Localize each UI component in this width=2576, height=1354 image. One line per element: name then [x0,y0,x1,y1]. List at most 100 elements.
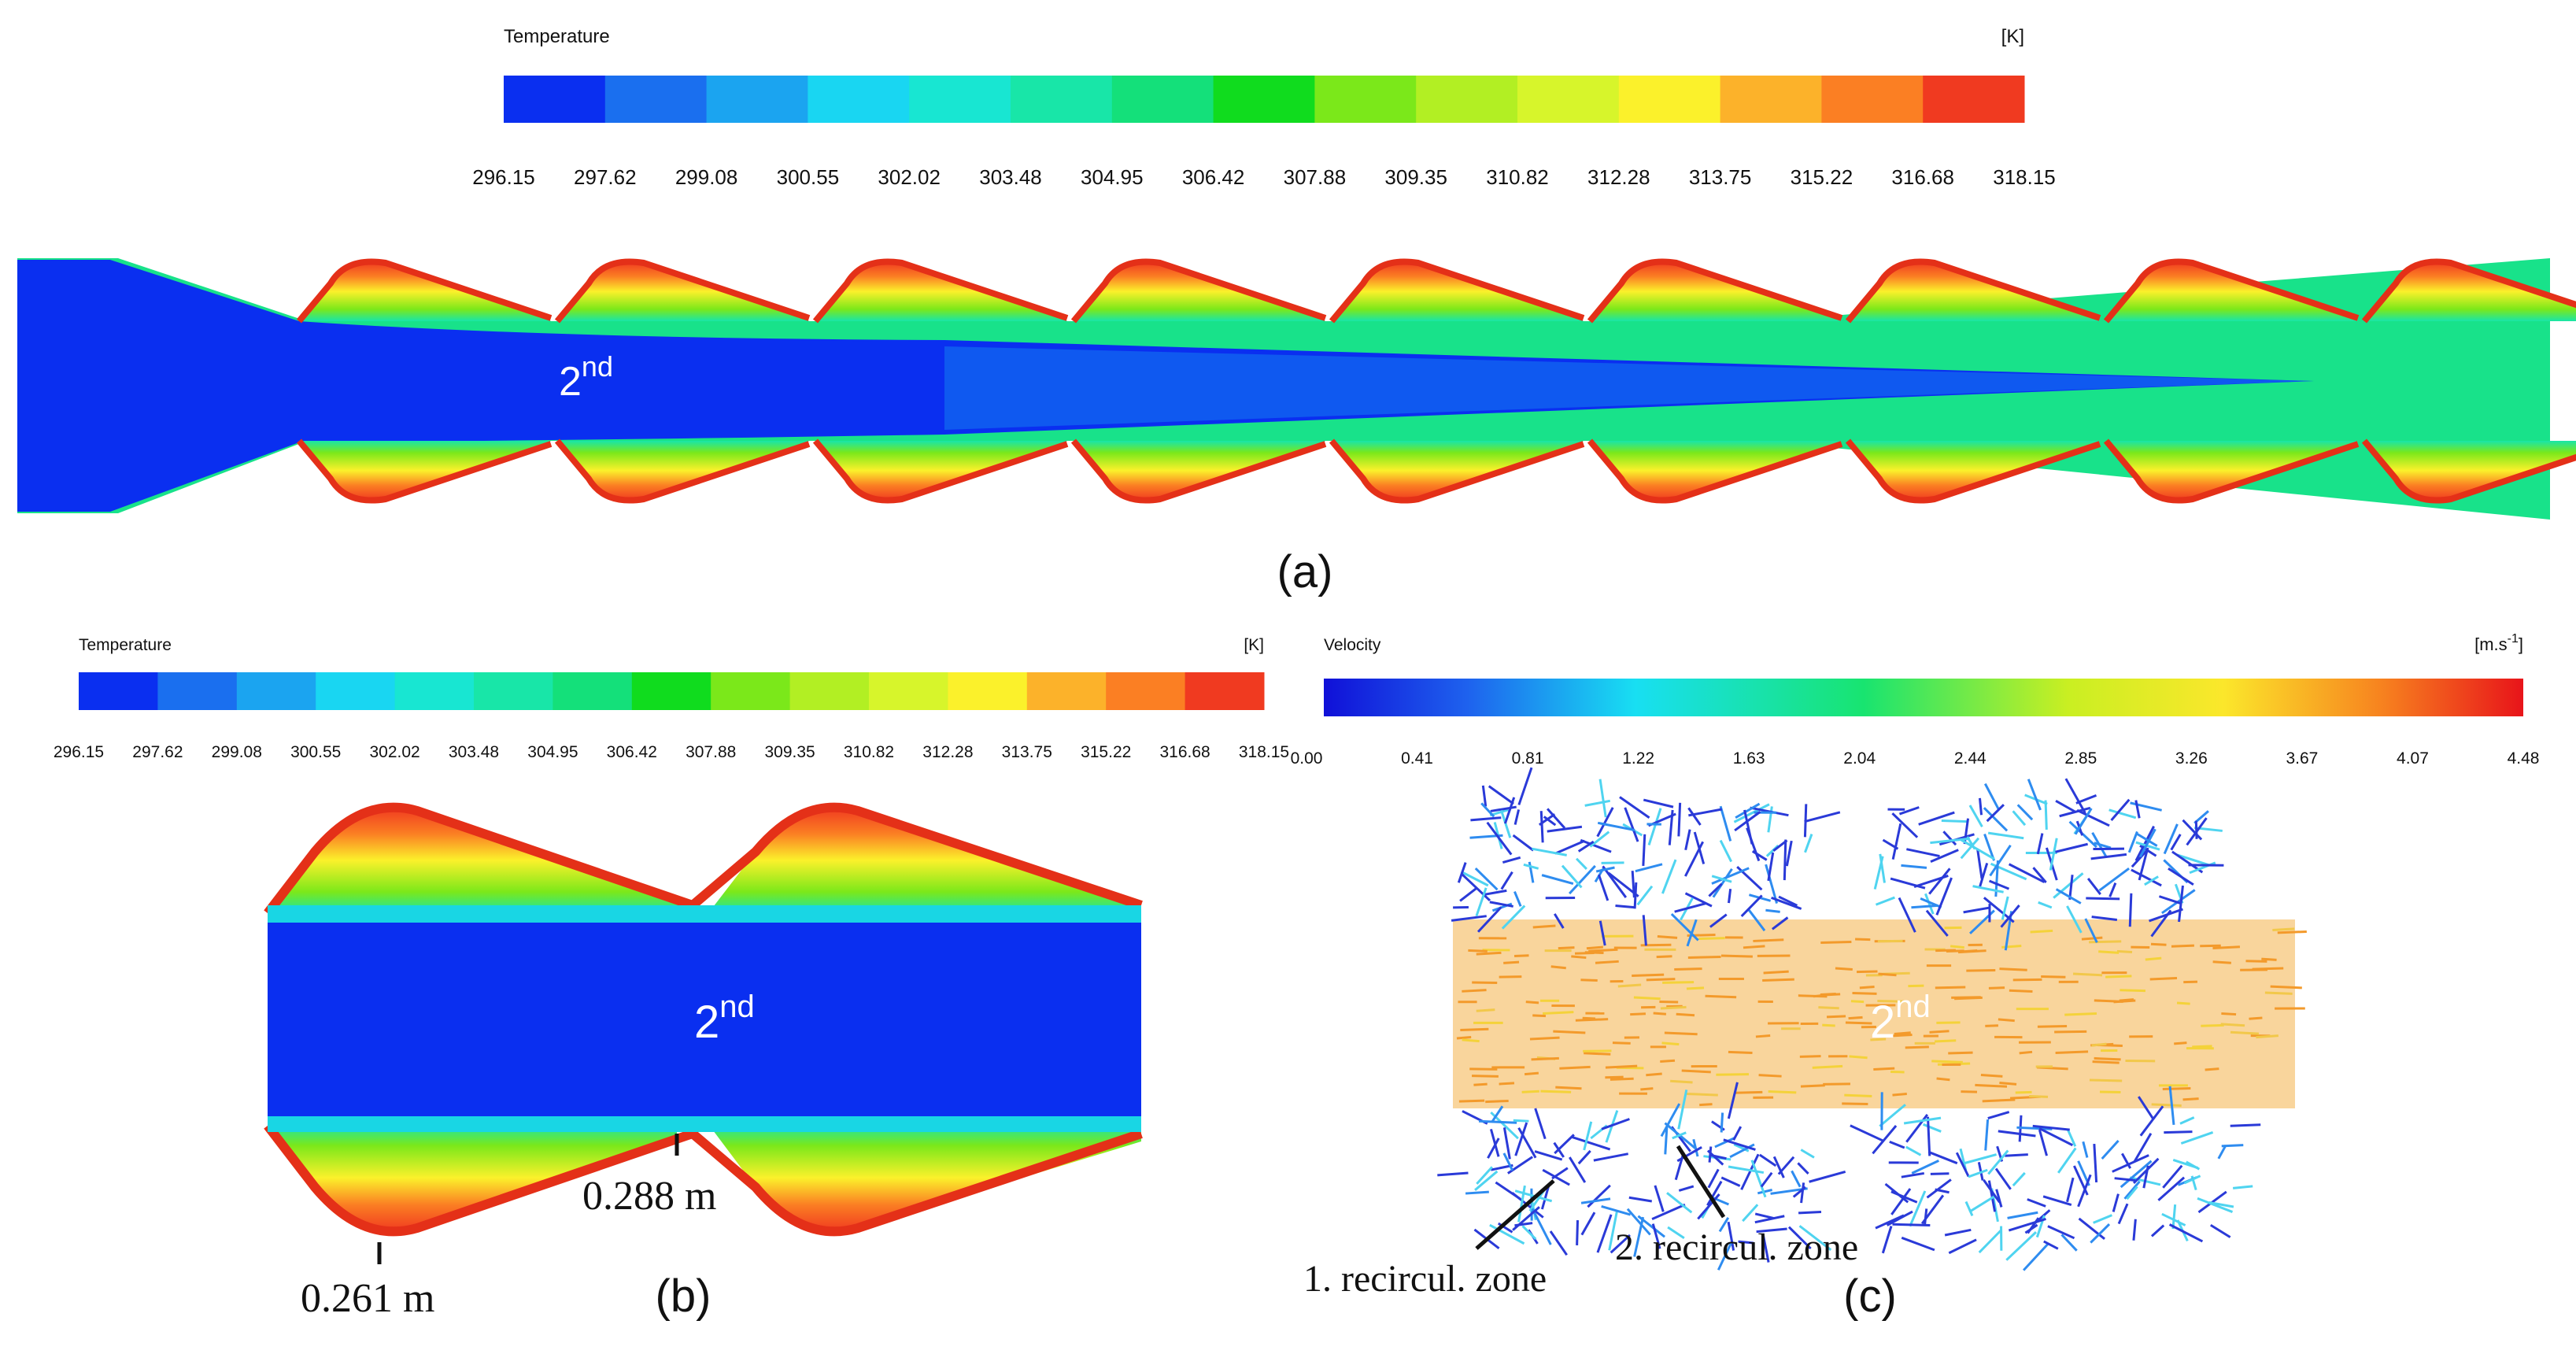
recirculation-vector [1514,1122,1528,1156]
recirculation-vector [2001,896,2009,920]
recirculation-vector [2060,1234,2078,1252]
recirculation-vector [1541,874,1574,885]
legend-a-tick-label: 299.08 [675,165,738,189]
recirculation-vector [1903,1116,1942,1125]
velocity-vector [2120,989,2146,993]
recirculation-vector [2042,1195,2072,1207]
velocity-vector [2019,1050,2033,1055]
cavity-lower [2106,441,2358,501]
velocity-vector [1878,972,1897,977]
velocity-vector [1873,1067,1895,1071]
legend-a-swatch [504,76,606,123]
recirculation-vector [1487,1138,1500,1159]
legend-b-tick-label: 297.62 [132,743,183,761]
velocity-vector [1998,1018,2015,1023]
legend-a-ticks: 296.15 297.62 299.08 300.55 302.02 303.48 304.… [472,165,2056,189]
legend-c-tick-label: 3.26 [2175,749,2208,768]
velocity-vector [1630,1012,1646,1016]
legend-b-tick-label: 299.08 [212,743,262,761]
recirculation-vector [1542,1168,1570,1186]
recirculation-vector [2016,804,2034,821]
recirculation-vector [1760,1171,1773,1188]
channel-b: 2nd 0.288 m 0.261 m [264,802,1143,1321]
recirculation-vector [1513,890,1522,907]
recirculation-vector [1892,1223,1931,1227]
recirculation-vector [1637,1215,1665,1238]
recirculation-vector [1523,863,1539,870]
recirculation-vector [2066,1129,2077,1147]
recirculation-vector [1503,797,1516,824]
velocity-vector [1812,1064,1843,1069]
velocity-vector [1499,975,1522,979]
recirculation-vector [1465,1190,1489,1195]
velocity-vector [1848,1016,1863,1020]
velocity-vector [2171,944,2194,948]
legend-a-swatch [1011,76,1113,123]
recirculation-vector [1881,1226,1893,1254]
recirculation-vector [1961,838,1995,860]
recirculation-vector [2038,1127,2074,1147]
channel-b-cavity-lower-2 [708,1124,1141,1232]
velocity-vector [2089,1078,2123,1082]
cavity-upper [1590,261,1842,321]
velocity-vector [1476,951,1502,956]
panel-b-label: (b) [656,1271,711,1322]
recirculation-vector [2130,801,2162,812]
recirculation-vector [1532,847,1567,856]
recirculation-vector [1596,1214,1613,1253]
velocity-vector [2201,1023,2224,1027]
recirculation-vector [1615,905,1635,909]
velocity-vector [1605,1075,1624,1079]
velocity-vector [2261,957,2277,961]
recirculation-vector [2043,1240,2059,1250]
legend-b-tick-label: 303.48 [449,743,499,761]
recirculation-vector [2180,1131,2214,1145]
recirculation-vector [2139,1105,2164,1137]
recirculation-vector [1920,897,1942,908]
cavity-upper-wall [1845,258,2101,324]
recirculation-vector [1890,1188,1912,1215]
legend-c-tick-label: 3.67 [2286,749,2318,768]
velocity-vector [1661,1041,1680,1046]
velocity-vector [2176,1001,2190,1005]
velocity-vector [1674,967,1702,971]
velocity-vector [2272,927,2295,932]
recirculation-vector [1708,1146,1713,1163]
recirculation-vector [1697,1193,1720,1220]
velocity-vector [1657,935,1678,939]
velocity-vector [1653,1012,1667,1016]
recirculation-vector [1660,1103,1681,1138]
velocity-vector [1612,1041,1631,1045]
cavity-upper [557,261,809,321]
legend-b-swatch [789,672,870,710]
recirculation-vector [1873,856,1884,890]
velocity-vector [1835,967,1853,971]
recirculation-vector [1746,827,1761,862]
velocity-vector [1891,1033,1913,1038]
recirculation-vector [2059,806,2091,818]
recirculation-vector [1798,1211,1822,1215]
recirculation-vector [2086,878,2101,895]
velocity-vector [1476,1008,1495,1012]
legend-b-tick-label: 312.28 [922,743,973,761]
legend-a-swatch [808,76,910,123]
recirculation-vector [2172,1159,2199,1170]
recirculation-vector [1491,1105,1504,1123]
recirculation-vector [2022,1242,2049,1271]
recirculation-vector [2208,1201,2234,1208]
recirculation-vector [1647,808,1662,845]
recirculation-vector [1785,840,1793,867]
velocity-vector [2150,942,2167,946]
legend-c-tick-label: 4.48 [2508,749,2540,768]
recirculation-vector [1686,919,1698,947]
velocity-vector [2009,989,2033,993]
recirculation-vector [1474,1170,1499,1191]
recirculation-vector [1549,1230,1568,1256]
legend-b-swatch [631,672,711,710]
recirculation-vector [1568,864,1596,895]
velocity-vector [1935,949,1956,953]
recirculation-vector [2038,1129,2048,1156]
legend-b-swatch [948,672,1028,710]
velocity-vector [1951,996,1981,999]
recirculation-vector [1601,1118,1630,1130]
